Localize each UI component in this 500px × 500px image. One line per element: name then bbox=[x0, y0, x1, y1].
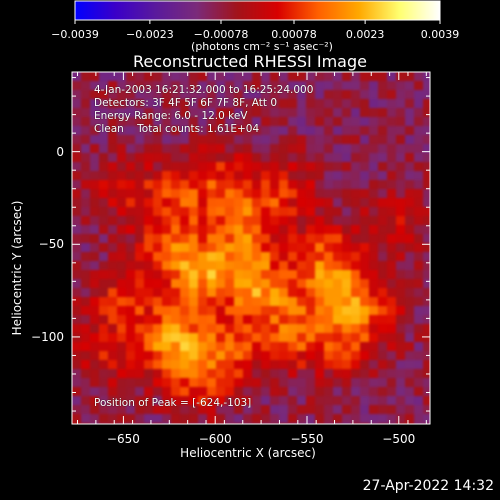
colorbar-units: (photons cm⁻² s⁻¹ asec⁻²) bbox=[191, 40, 333, 53]
colorbar-ticks bbox=[74, 20, 441, 24]
colorbar bbox=[74, 0, 441, 24]
plot-frame bbox=[71, 71, 431, 425]
colorbar-tick-label: 0.00078 bbox=[271, 28, 317, 41]
x-tick-label: −500 bbox=[382, 432, 416, 446]
heatmap-image bbox=[72, 72, 430, 424]
colorbar-gradient bbox=[74, 0, 441, 21]
chart-title: Reconstructed RHESSI Image bbox=[133, 52, 367, 71]
x-axis-label: Heliocentric X (arcsec) bbox=[180, 446, 316, 460]
x-tick-label: −550 bbox=[290, 432, 324, 446]
y-tick-label: −50 bbox=[38, 237, 64, 252]
annotation-clean-counts: Clean Total counts: 1.61E+04 bbox=[94, 123, 260, 135]
y-tick-label: −100 bbox=[31, 329, 64, 344]
annotation-peak-position: Position of Peak = [-624,-103] bbox=[94, 397, 252, 409]
annotation-time-range: 4-Jan-2003 16:21:32.000 to 16:25:24.000 bbox=[94, 84, 314, 96]
date-stamp: 27-Apr-2022 14:32 bbox=[362, 478, 494, 494]
y-axis-label: Heliocentric Y (arcsec) bbox=[10, 200, 24, 336]
colorbar-tick-label: 0.0039 bbox=[420, 28, 460, 41]
annotation-detectors: Detectors: 3F 4F 5F 6F 7F 8F, Att 0 bbox=[94, 97, 278, 109]
colorbar-tick-label: −0.0023 bbox=[126, 28, 174, 41]
annotation-energy-range: Energy Range: 6.0 - 12.0 keV bbox=[94, 110, 248, 122]
colorbar-tick-label: 0.0023 bbox=[345, 28, 385, 41]
colorbar-tick-label: −0.0039 bbox=[51, 28, 99, 41]
x-tick-label: −600 bbox=[198, 432, 232, 446]
y-tick-label: 0 bbox=[56, 144, 64, 159]
colorbar-tick-label: −0.00078 bbox=[193, 28, 249, 41]
x-tick-label: −650 bbox=[106, 432, 140, 446]
